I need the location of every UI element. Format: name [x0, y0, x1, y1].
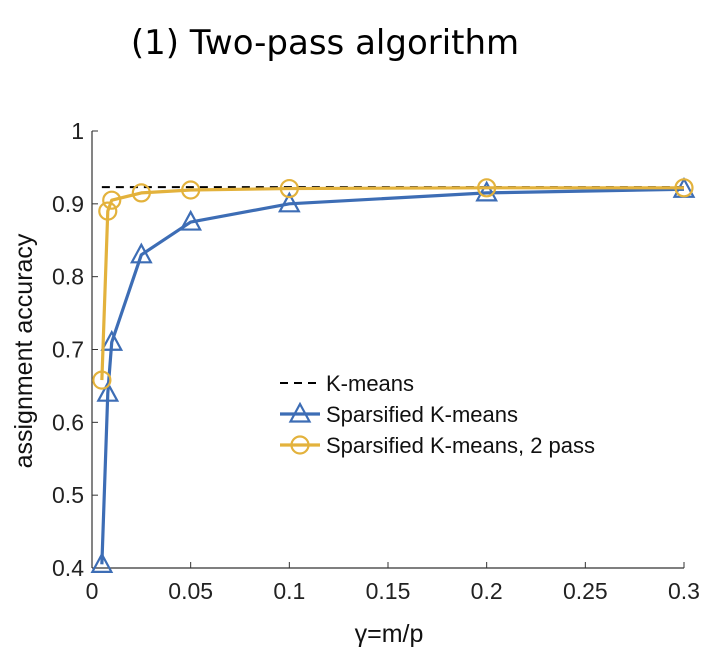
y-tick-label: 0.9 — [52, 191, 84, 217]
chart-title: (1) Two-pass algorithm — [131, 23, 519, 63]
x-axis-label: γ=m/p — [355, 620, 424, 648]
legend-entry-1: K-means — [326, 371, 414, 396]
x-tick-label: 0.3 — [668, 578, 700, 604]
legend-entry-3: Sparsified K-means, 2 pass — [326, 433, 595, 458]
series-3-point — [674, 178, 694, 198]
y-tick-label: 0.5 — [52, 482, 84, 508]
series-2-point — [129, 242, 153, 264]
series-3-point — [181, 180, 201, 200]
x-tick-label: 0.2 — [471, 578, 503, 604]
series-3-point — [98, 201, 118, 221]
x-tick-label: 0.15 — [366, 578, 411, 604]
y-axis-label: assignment accuracy — [10, 233, 38, 468]
y-tick-label: 0.4 — [52, 555, 84, 581]
legend-entry-2: Sparsified K-means — [326, 402, 518, 427]
series-line-3 — [100, 186, 684, 381]
x-tick-label: 0 — [86, 578, 99, 604]
series-3-point — [92, 370, 112, 390]
x-tick-label: 0.25 — [563, 578, 608, 604]
series-2-point — [277, 191, 301, 213]
series-3-point — [102, 190, 122, 210]
series-2-point — [90, 552, 114, 573]
series-3-point — [279, 178, 299, 199]
series-2-point — [100, 329, 124, 351]
y-tick-label: 0.6 — [52, 409, 84, 435]
plot-area — [90, 176, 696, 573]
series-2-point — [475, 180, 499, 202]
axes: 0 0.05 0.1 0.15 0.2 0.25 0.3 0.4 0.5 0.6 0.7 0.8 0.9… — [52, 118, 700, 604]
y-tick-label: 0.7 — [52, 337, 84, 363]
series-3-point — [131, 183, 151, 203]
legend-marker-3 — [290, 435, 310, 455]
x-tick-label: 0.05 — [168, 578, 213, 604]
x-tick-label: 0.1 — [273, 578, 305, 604]
y-tick-label: 1 — [71, 118, 84, 144]
y-tick-label: 0.8 — [52, 264, 84, 290]
legend-marker-2 — [288, 401, 312, 423]
series-3-point — [477, 178, 497, 198]
series-2-point — [96, 380, 120, 402]
legend: K-means Sparsified K-means Sparsified K-me… — [280, 371, 595, 458]
series-2-point — [179, 209, 203, 231]
